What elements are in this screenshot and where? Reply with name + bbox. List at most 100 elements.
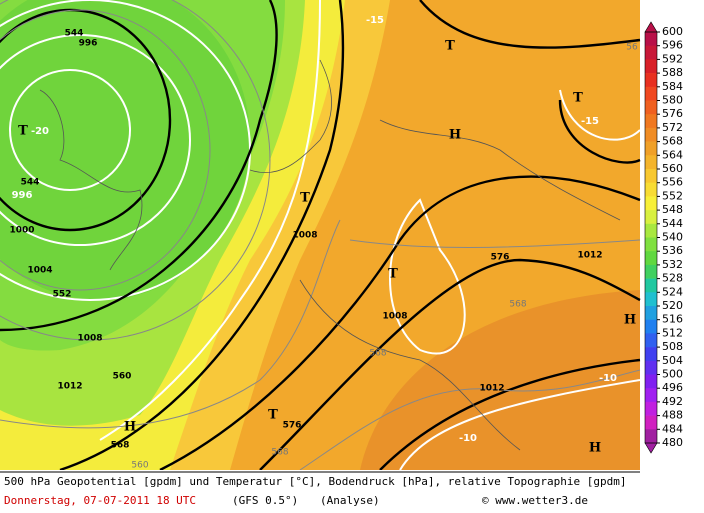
contour-label: 544 <box>21 178 40 188</box>
footer-run: (Analyse) <box>320 494 380 507</box>
colorbar-label: 580 <box>662 94 683 107</box>
pressure-label: 1012 <box>57 382 82 392</box>
colorbar-label: 512 <box>662 326 683 339</box>
colorbar-label: 568 <box>662 135 683 148</box>
colorbar-label: 484 <box>662 422 683 435</box>
colorbar-label: 600 <box>662 25 683 38</box>
colorbar-label: 516 <box>662 313 683 326</box>
temperature-label: -15 <box>581 116 599 127</box>
colorbar-label: 588 <box>662 66 683 79</box>
contour-label: 576 <box>283 421 302 431</box>
colorbar-bin <box>645 401 657 416</box>
colorbar-bin <box>645 429 657 444</box>
colorbar-bin <box>645 196 657 211</box>
colorbar-bin <box>645 333 657 348</box>
colorbar-bin <box>645 360 657 375</box>
pressure-label: 1008 <box>292 231 317 241</box>
colorbar-label: 560 <box>662 162 683 175</box>
low-marker: T <box>388 267 398 282</box>
pressure-label: 1008 <box>77 334 102 344</box>
footer-date: Donnerstag, 07-07-2011 18 UTC <box>4 494 196 507</box>
colorbar-bin <box>645 237 657 252</box>
colorbar-bin <box>645 319 657 334</box>
colorbar-label: 536 <box>662 244 683 257</box>
colorbar-label: 504 <box>662 354 683 367</box>
contour-label: 996 <box>79 39 98 49</box>
colorbar-bin <box>645 141 657 156</box>
colorbar-label: 508 <box>662 340 683 353</box>
colorbar-bin <box>645 306 657 320</box>
colorbar: 6005965925885845805765725685645605565525… <box>644 21 683 454</box>
colorbar-bin <box>645 114 657 129</box>
low-marker: T <box>268 408 278 423</box>
pressure-label: 1012 <box>479 384 504 394</box>
high-marker: H <box>624 313 636 328</box>
contour-label: 552 <box>53 290 72 300</box>
pressure-contours <box>0 0 641 471</box>
colorbar-label: 584 <box>662 80 683 93</box>
colorbar-label: 552 <box>662 189 683 202</box>
pressure-label: 1008 <box>382 312 407 322</box>
colorbar-bin <box>645 100 657 115</box>
colorbar-bottom <box>644 442 658 454</box>
colorbar-label: 576 <box>662 107 683 120</box>
footer-title: 500 hPa Geopotential [gpdm] und Temperat… <box>4 475 627 488</box>
colorbar-label: 492 <box>662 395 683 408</box>
low-marker: T <box>445 39 455 54</box>
colorbar-top <box>644 21 658 33</box>
low-marker: T <box>300 191 310 206</box>
colorbar-label: 596 <box>662 39 683 52</box>
map-labels: 544 996 T -20 544 996 1000 1004 552 1008… <box>9 15 638 471</box>
low-marker: T <box>573 91 583 106</box>
colorbar-bin <box>645 73 657 88</box>
colorbar-label: 500 <box>662 368 683 381</box>
colorbar-label: 524 <box>662 285 683 298</box>
contour-label: 544 <box>65 29 84 39</box>
colorbar-bin <box>645 86 657 101</box>
colorbar-label: 496 <box>662 381 683 394</box>
high-marker: H <box>124 420 136 435</box>
footer-credit: © www.wetter3.de <box>482 494 588 507</box>
colorbar-label: 592 <box>662 52 683 65</box>
colorbar-label: 480 <box>662 436 683 449</box>
band <box>0 0 250 300</box>
colorbar-bin <box>645 278 657 293</box>
colorbar-label: 540 <box>662 231 683 244</box>
footer <box>0 470 640 513</box>
pressure-label: 1000 <box>9 226 34 236</box>
colorbar-bin <box>645 388 657 403</box>
contour-label: 568 <box>271 448 288 458</box>
low-marker: T <box>18 124 28 139</box>
colorbar-label: 544 <box>662 217 683 230</box>
temperature-label: -20 <box>31 126 49 137</box>
colorbar-label: 520 <box>662 299 683 312</box>
contour-label: 568 <box>111 441 130 451</box>
contour-label: 560 <box>113 372 132 382</box>
pressure-label: 1004 <box>27 266 52 276</box>
warm-region <box>360 290 640 470</box>
colorbar-bin <box>645 59 657 74</box>
contour-label: 568 <box>369 349 386 359</box>
colorbar-bin <box>645 223 657 238</box>
colorbar-bin <box>645 292 657 307</box>
contour-label: 576 <box>491 253 510 263</box>
footer-model: (GFS 0.5°) <box>232 494 298 507</box>
colorbar-bin <box>645 251 657 266</box>
colorbar-bin <box>645 45 657 60</box>
map-area: 544 996 T -20 544 996 1000 1004 552 1008… <box>0 0 641 472</box>
colorbar-label: 548 <box>662 203 683 216</box>
colorbar-label: 532 <box>662 258 683 271</box>
colorbar-label: 564 <box>662 148 683 161</box>
colorbar-label: 556 <box>662 176 683 189</box>
high-marker: H <box>589 441 601 456</box>
pressure-label: 1012 <box>577 251 602 261</box>
geopotential-contours <box>0 0 641 472</box>
colorbar-label: 572 <box>662 121 683 134</box>
colorbar-bin <box>645 155 657 170</box>
colorbar-bin <box>645 127 657 142</box>
colorbar-label: 488 <box>662 409 683 422</box>
colorbar-bin <box>645 182 657 197</box>
colorbar-bin <box>645 169 657 183</box>
